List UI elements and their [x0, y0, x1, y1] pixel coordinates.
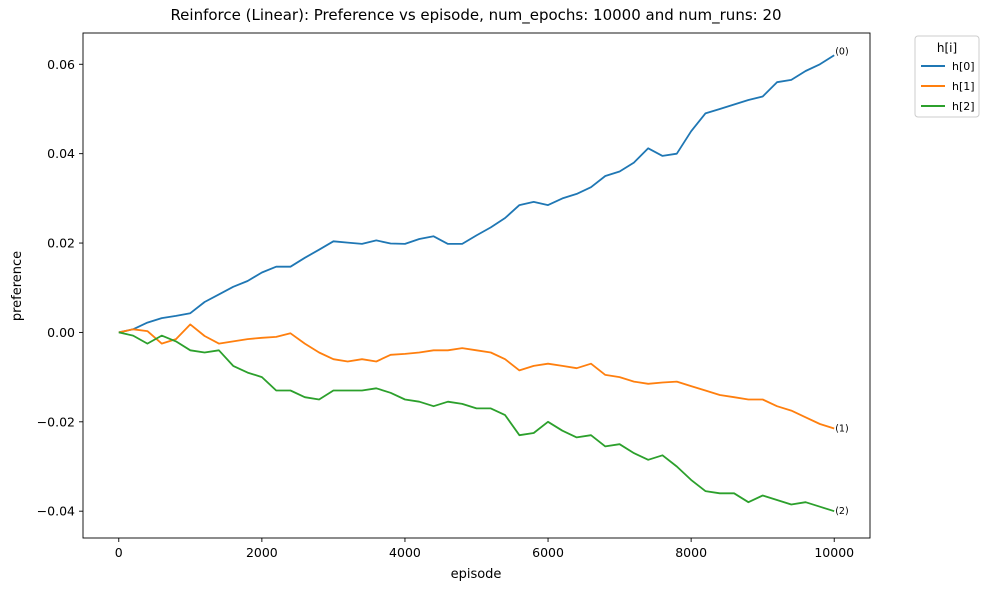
chart-title: Reinforce (Linear): Preference vs episod… [170, 6, 781, 25]
x-tick-label: 2000 [246, 545, 278, 560]
y-tick-label: −0.02 [37, 414, 75, 429]
series-end-label: (0) [835, 46, 848, 57]
plot-area-frame [82, 32, 871, 539]
x-tick-label: 4000 [389, 545, 421, 560]
x-tick-label: 0 [115, 545, 123, 560]
x-tick-label: 10000 [814, 545, 854, 560]
y-axis-label: preference [10, 251, 25, 321]
legend-entry-label: h[0] [952, 60, 975, 73]
series-lines [118, 54, 835, 513]
series-end-label: (2) [835, 506, 848, 517]
x-axis-label: episode [451, 567, 502, 582]
axis-ticks: 0 2000 4000 6000 8000 10000 −0.04 −0.02 0.00 0.02… [37, 57, 854, 560]
y-tick-label: 0.06 [47, 57, 75, 72]
legend-entry-label: h[2] [952, 100, 975, 113]
legend-items: h[0] h[1] h[2] [921, 60, 975, 113]
series-line-h0 [118, 54, 835, 334]
y-tick-label: 0.02 [47, 236, 75, 251]
series-end-label: (1) [835, 424, 848, 435]
legend-title: h[i] [937, 41, 957, 55]
y-tick-label: 0.00 [47, 325, 75, 340]
series-line-h2 [118, 331, 835, 513]
y-tick-label: −0.04 [37, 504, 75, 519]
x-tick-label: 8000 [675, 545, 707, 560]
series-end-labels: (0) (1) (2) [835, 46, 848, 517]
y-tick-label: 0.04 [47, 146, 75, 161]
legend-box [914, 35, 980, 118]
series-line-h1 [118, 323, 835, 430]
legend: h[i] h[0] h[1] h[2] [914, 35, 980, 118]
legend-entry-label: h[1] [952, 80, 975, 93]
x-tick-label: 6000 [532, 545, 564, 560]
